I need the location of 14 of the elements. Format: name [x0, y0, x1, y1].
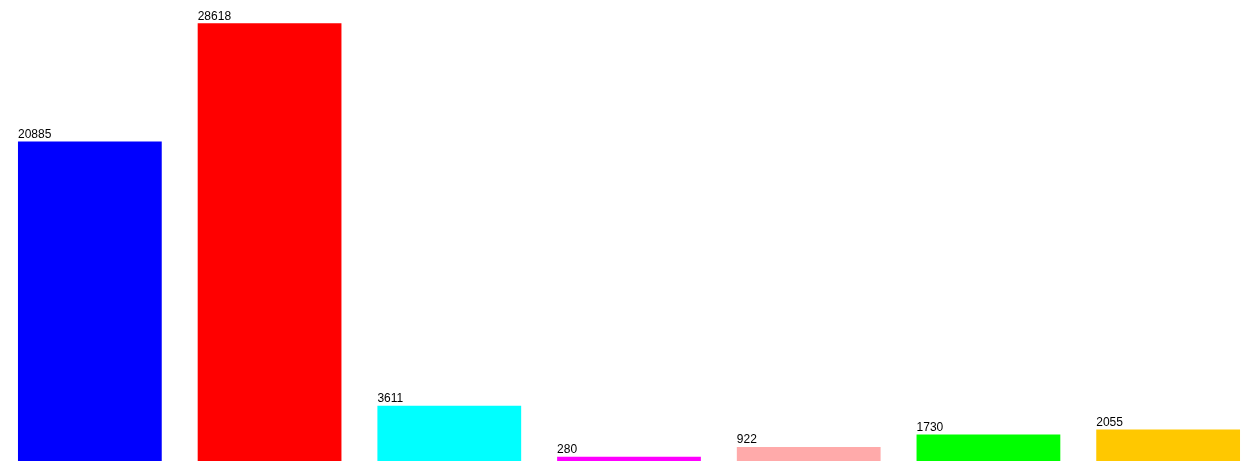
bar — [197, 23, 342, 461]
data-label: 2055 — [1096, 414, 1124, 429]
data-label: 280 — [557, 442, 578, 457]
bar — [736, 446, 881, 461]
bar — [377, 405, 522, 461]
bar — [17, 141, 162, 461]
data-label: 922 — [736, 432, 758, 447]
data-label: 28618 — [197, 8, 232, 23]
data-label: 1730 — [916, 419, 944, 434]
bar — [916, 434, 1061, 461]
data-label: 20885 — [17, 126, 52, 141]
bar — [1096, 429, 1241, 461]
bar — [557, 456, 701, 461]
data-label: 3611 — [377, 391, 404, 406]
